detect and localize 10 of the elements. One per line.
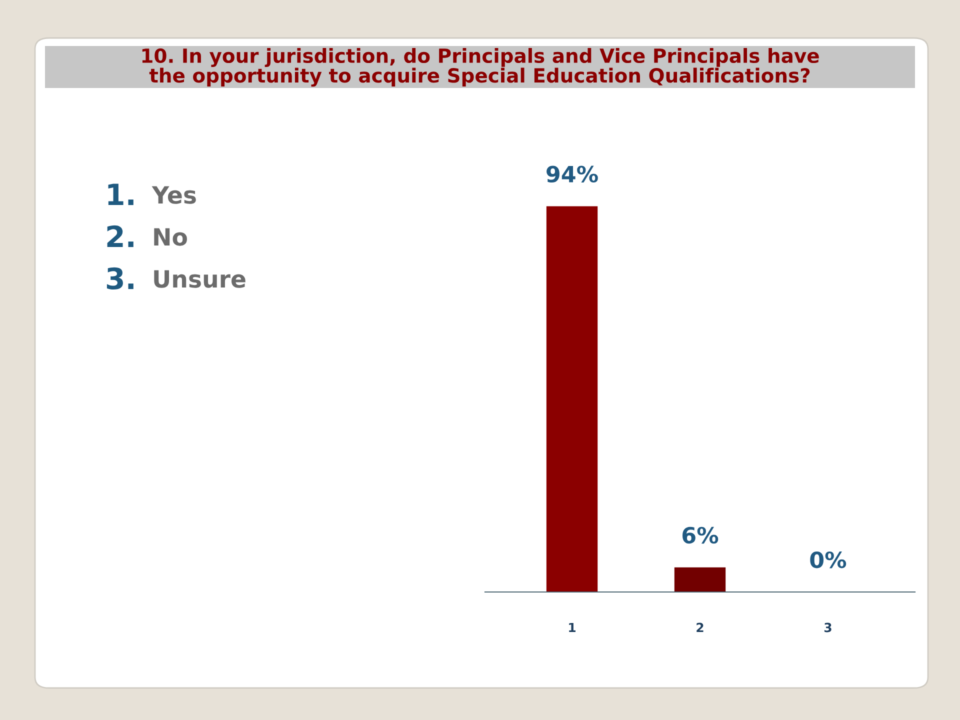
data-label: 94% xyxy=(546,166,598,183)
x-tick-label: 1 xyxy=(569,622,576,632)
data-label: 0% xyxy=(810,551,846,568)
data-label: 6% xyxy=(682,526,718,544)
chart-title: 10. In your jurisdiction, do Principals and Vice Principals have the opportunity to acquire Special Education Qualifications? xyxy=(142,48,819,87)
x-tick-label: 2 xyxy=(696,622,704,632)
text: 3. Unsure xyxy=(106,267,246,290)
text: 1. Yes xyxy=(108,184,196,206)
text: 2. No xyxy=(107,225,187,248)
x-tick-label: 3 xyxy=(824,622,832,632)
